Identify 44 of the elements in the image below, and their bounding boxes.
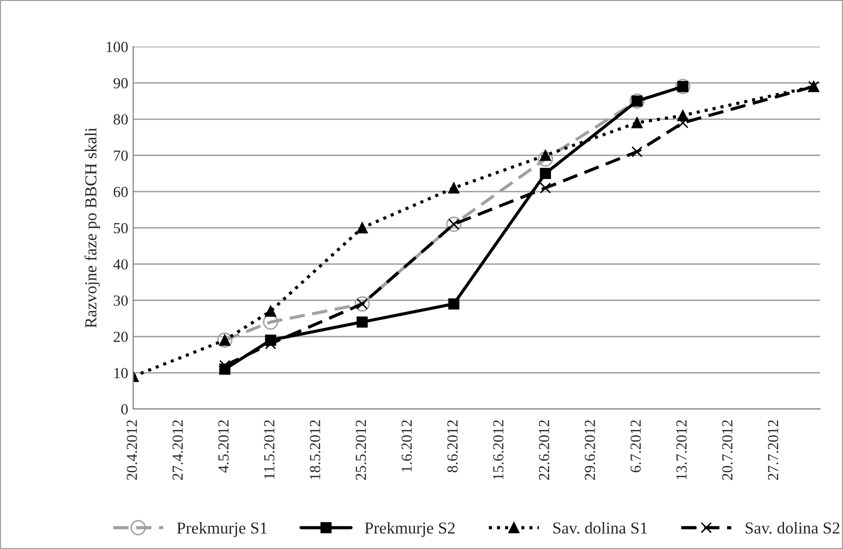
legend-label: Sav. dolina S2 — [746, 522, 840, 534]
point — [538, 151, 554, 167]
point — [219, 360, 230, 372]
point — [356, 222, 368, 234]
legend-label: Prekmurje S1 — [176, 522, 267, 538]
x-tick-label: 18.5.2012 — [310, 420, 320, 480]
y-axis-title: Razvojne faze po BBCH skali — [84, 128, 100, 328]
y-tick-label: 50 — [114, 222, 128, 234]
y-tick-label: 0 — [121, 404, 128, 414]
y-tick-label: 30 — [114, 295, 128, 306]
x-tick-label: 15.6.2012 — [493, 420, 504, 480]
legend-label: Sav. dolina S1 — [553, 522, 647, 534]
x-tick-label: 29.6.2012 — [584, 420, 596, 480]
y-tick-label: 70 — [114, 150, 128, 161]
y-tick-label: 60 — [114, 186, 128, 198]
x-tick-label: 27.7.2012 — [768, 420, 778, 480]
x-tick-label: 13.7.2012 — [676, 420, 687, 480]
x-tick-label: 27.4.2012 — [172, 420, 183, 480]
point — [265, 338, 276, 350]
y-tick-label: 20 — [114, 332, 128, 342]
y-tick-label: 40 — [113, 259, 128, 270]
x-tick-label: 22.6.2012 — [538, 420, 550, 480]
point — [631, 146, 643, 158]
legend-label: Prekmurje S2 — [364, 522, 455, 538]
point — [540, 168, 551, 180]
x-tick-label: 6.7.2012 — [630, 420, 641, 472]
y-tick-label: 80 — [114, 114, 128, 125]
y-tick-label: 10 — [114, 368, 128, 378]
point — [677, 117, 688, 128]
x-tick-label: 4.5.2012 — [218, 420, 229, 473]
x-tick-label: 20.7.2012 — [722, 420, 733, 480]
y-tick-label: 90 — [114, 78, 128, 88]
x-tick-label: 11.5.2012 — [264, 420, 274, 479]
point — [631, 117, 643, 128]
x-tick-label: 20.4.2012 — [126, 420, 138, 480]
point — [540, 182, 551, 194]
point — [448, 298, 460, 310]
x-tick-label: 8.6.2012 — [447, 420, 458, 472]
x-tick-label: 1.6.2012 — [402, 420, 412, 472]
point — [356, 316, 368, 328]
point — [448, 182, 460, 194]
y-tick-label: 100 — [106, 42, 128, 52]
point — [265, 306, 276, 317]
x-tick-label: 25.5.2012 — [356, 420, 366, 480]
